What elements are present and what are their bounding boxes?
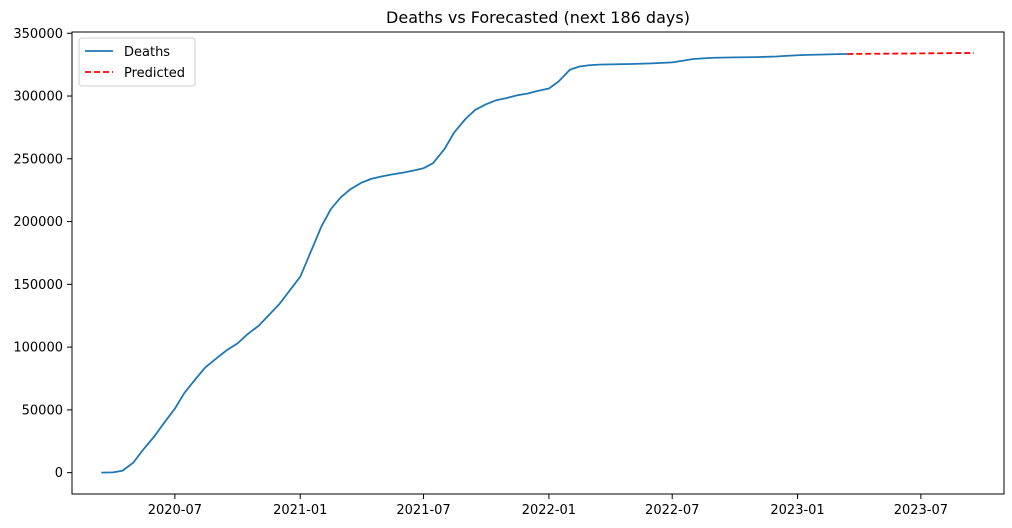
series-line-deaths [101, 53, 848, 474]
chart-title: Deaths vs Forecasted (next 186 days) [386, 8, 690, 27]
y-tick-label: 50000 [22, 403, 63, 418]
x-tick-label: 2023-01 [770, 503, 824, 518]
legend-label-predicted: Predicted [124, 66, 185, 81]
y-axis: 0 50000 100000 150000 200000 250000 300000 3500… [13, 27, 72, 481]
x-tick-label: 2022-07 [645, 503, 699, 518]
x-tick-label: 2021-01 [273, 503, 327, 518]
legend-box [78, 37, 196, 87]
x-tick-label: 2020-07 [148, 503, 202, 518]
legend-label-deaths: Deaths [124, 45, 170, 60]
x-tick-label: 2022-01 [522, 503, 576, 518]
x-tick-label: 2021-07 [396, 503, 450, 518]
plot-series [101, 52, 975, 474]
plot-frame [71, 31, 1005, 495]
x-axis: 2020-07 2021-01 2021-07 2022-01 2022-07 2023-… [148, 494, 948, 518]
y-tick-label: 250000 [13, 152, 63, 167]
x-tick-label: 2023-07 [894, 503, 948, 518]
y-tick-label: 300000 [13, 90, 63, 105]
y-tick-label: 0 [55, 466, 63, 481]
y-tick-label: 200000 [13, 215, 63, 230]
series-line-predicted [847, 52, 975, 55]
y-tick-label: 350000 [13, 27, 63, 42]
legend: Deaths Predicted [78, 37, 196, 87]
y-tick-label: 150000 [13, 278, 63, 293]
y-tick-label: 100000 [13, 341, 63, 356]
